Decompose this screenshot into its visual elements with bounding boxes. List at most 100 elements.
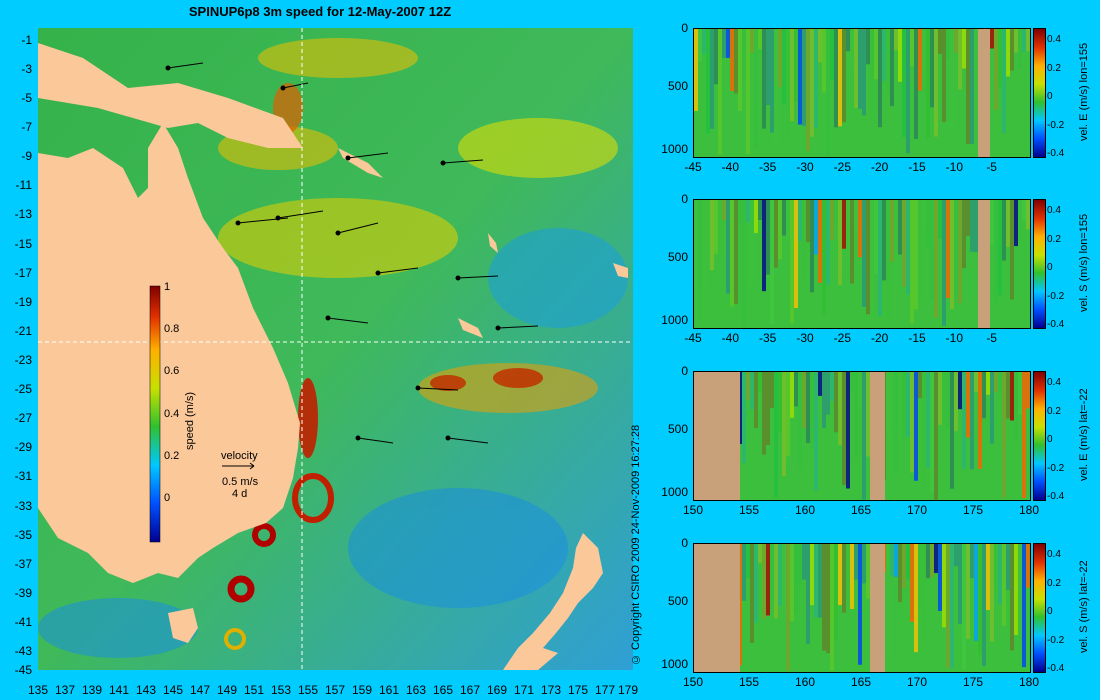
colorbar-label: speed (m/s) [184, 391, 196, 450]
velocity-key-title: velocity [221, 450, 258, 462]
lat-label: -13 [14, 207, 32, 221]
panel-colorbar-tick: -0.4 [1047, 491, 1065, 502]
lon-label: 153 [271, 683, 292, 697]
panel-x-tick: -35 [758, 331, 777, 345]
panel-x-tick: 150 [682, 503, 704, 517]
panel-colorbar [1033, 199, 1046, 329]
lat-label: -27 [14, 411, 32, 425]
panel-colorbar-tick: -0.2 [1047, 462, 1065, 474]
cbar-tick-0-6: 0.6 [164, 365, 180, 377]
lat-label: -9 [21, 149, 32, 163]
panel-depth-tick: 1000 [661, 142, 688, 156]
panel-label: vel. S (m/s) lat=-22 [1078, 560, 1090, 654]
lon-label: 143 [136, 683, 157, 697]
lon-label: 155 [298, 683, 319, 697]
section-panel-plot [693, 199, 1031, 329]
panel-colorbar [1033, 28, 1046, 158]
panel-x-tick: 180 [1018, 675, 1040, 689]
lat-label: -17 [14, 266, 32, 280]
panel-x-tick: 165 [850, 675, 872, 689]
lon-label: 137 [55, 683, 76, 697]
lon-label: 177 [595, 683, 616, 697]
panel-depth-tick: 500 [667, 421, 688, 436]
lat-label: -25 [14, 382, 32, 396]
panel-colorbar-tick: 0 [1047, 606, 1053, 617]
lon-label: 139 [82, 683, 103, 697]
panel-colorbar-tick: 0 [1047, 262, 1053, 273]
panel-x-tick: -25 [833, 331, 851, 345]
copyright-text: © Copyright CSIRO 2009 24-Nov-2009 16:27… [630, 424, 642, 665]
panel-depth-tick: 0 [681, 536, 688, 550]
cbar-tick-1: 1 [164, 281, 171, 293]
lat-label: -29 [14, 440, 32, 454]
panel-colorbar-tick: -0.4 [1047, 319, 1065, 330]
lon-label: 149 [217, 683, 238, 697]
panel-x-tick: -40 [721, 331, 739, 345]
panel-x-tick: -15 [908, 160, 926, 174]
panel-depth-tick: 0 [681, 364, 688, 378]
lat-label: -23 [14, 353, 32, 367]
panel-colorbar-tick: 0.4 [1047, 34, 1061, 45]
lon-label: 175 [568, 683, 589, 697]
lon-label: 135 [28, 683, 49, 697]
panel-x-tick: 175 [962, 675, 984, 689]
lat-label: -37 [14, 557, 32, 571]
panel-x-tick: -25 [833, 160, 851, 174]
lon-label: 141 [109, 683, 130, 697]
panel-depth-tick: 0 [681, 21, 688, 35]
velocity-key-arrow [222, 462, 255, 470]
lon-label: 159 [352, 683, 373, 697]
eddies [224, 83, 543, 650]
panel-colorbar-tick: 0.4 [1047, 377, 1061, 388]
panel-x-tick: 165 [850, 503, 872, 517]
panel-x-tick: 180 [1018, 503, 1040, 517]
lat-label: -43 [14, 644, 32, 658]
cbar-tick-0-4: 0.4 [164, 408, 180, 420]
panel-x-tick: 175 [962, 503, 984, 517]
panel-x-tick: -45 [684, 160, 702, 174]
map-texture [38, 38, 628, 658]
panel-colorbar-tick: 0.2 [1047, 233, 1061, 245]
panel-x-tick: -5 [986, 331, 997, 345]
panel-x-tick: -45 [684, 331, 702, 345]
panel-colorbar-tick: 0 [1047, 91, 1053, 102]
islands [338, 148, 628, 338]
cbar-tick-0-8: 0.8 [164, 323, 180, 335]
land [38, 43, 603, 670]
lat-label: -15 [14, 237, 32, 251]
panel-colorbar-tick: 0 [1047, 434, 1053, 445]
panel-label: vel. E (m/s) lat=-22 [1078, 388, 1090, 482]
lon-label: 161 [379, 683, 400, 697]
panel-colorbar-tick: -0.2 [1047, 634, 1065, 646]
panel-x-tick: 155 [738, 503, 760, 517]
panel-x-tick: -40 [721, 160, 739, 174]
lon-label: 179 [618, 683, 639, 697]
panel-x-tick: 160 [794, 503, 816, 517]
panel-colorbar-tick: 0.2 [1047, 62, 1061, 74]
lon-label: 157 [325, 683, 346, 697]
speed-colorbar [149, 285, 161, 543]
panel-colorbar-tick: -0.2 [1047, 290, 1065, 302]
lon-label: 165 [433, 683, 454, 697]
panel-x-tick: -15 [908, 331, 926, 345]
panel-label: vel. S (m/s) lon=155 [1078, 213, 1090, 313]
lat-label: -21 [14, 324, 32, 338]
panel-colorbar-tick: -0.2 [1047, 119, 1065, 131]
panel-x-tick: 155 [738, 675, 760, 689]
lat-label: -5 [21, 91, 32, 105]
panel-colorbar-tick: -0.4 [1047, 663, 1065, 674]
velocity-arrows [165, 62, 539, 444]
panel-x-tick: -30 [796, 331, 814, 345]
panel-depth-tick: 1000 [661, 657, 688, 671]
panel-x-tick: -5 [986, 160, 997, 174]
lat-label: -33 [14, 499, 32, 513]
section-lines [38, 28, 633, 670]
panel-colorbar [1033, 371, 1046, 501]
lat-label: -45 [14, 663, 32, 677]
panel-x-tick: -10 [945, 160, 963, 174]
speed-map-canvas [38, 28, 633, 670]
panel-depth-tick: 500 [667, 249, 688, 264]
lat-label: -31 [14, 469, 32, 483]
panel-label: vel. E (m/s) lon=155 [1078, 42, 1090, 142]
lon-label: 173 [541, 683, 562, 697]
